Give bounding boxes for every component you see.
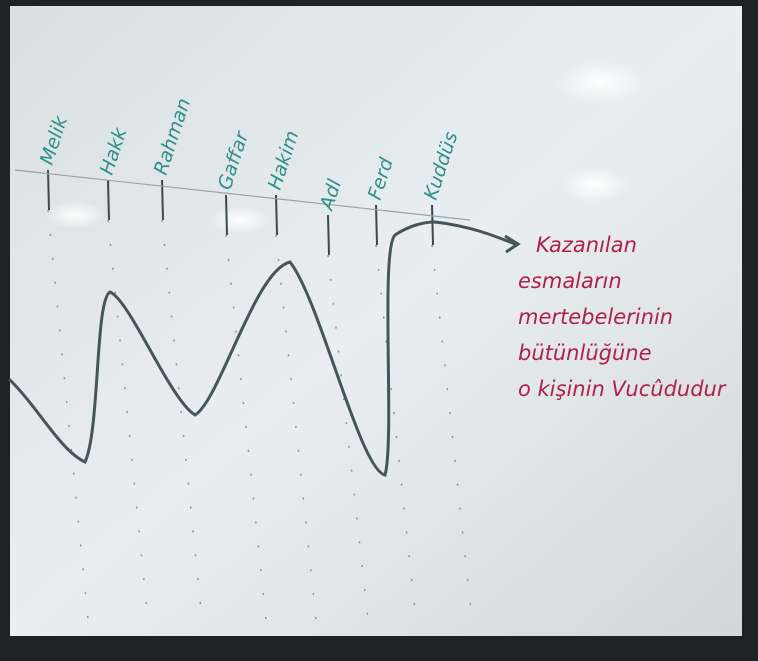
glare	[45, 201, 105, 229]
annotation-line: bütünlüğüne	[518, 341, 652, 365]
axis-top	[328, 215, 329, 255]
glare	[560, 167, 630, 203]
annotation-line: mertebelerinin	[518, 305, 673, 329]
whiteboard-photo: MelikHakkRahmanGaffarHakimAdlFerdKuddüs …	[0, 0, 758, 661]
axis-top	[48, 170, 49, 210]
glare	[555, 60, 645, 104]
axis-top	[108, 180, 109, 220]
annotation-line: esmaların	[518, 269, 622, 293]
axis-top	[376, 205, 377, 245]
axis-top	[276, 195, 277, 235]
axis-top	[432, 205, 433, 245]
axis-top	[226, 195, 227, 235]
glare	[210, 206, 270, 234]
annotation-line: Kazanılan	[536, 233, 637, 257]
annotation-line: o kişinin Vucûdudur	[518, 377, 727, 401]
